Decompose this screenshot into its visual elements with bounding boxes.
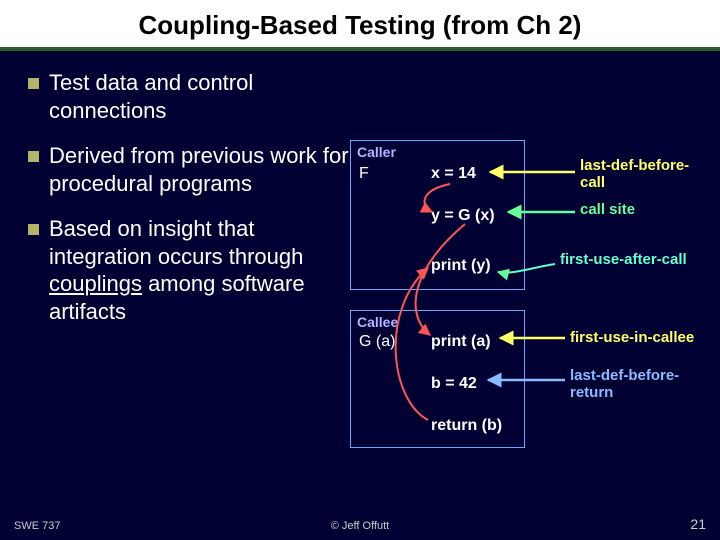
callee-stmt-3: return (b) [431, 417, 502, 435]
callee-stmt-1: print (a) [431, 333, 491, 351]
callee-name: G (a) [359, 333, 395, 351]
bullet-text: Derived from previous work for procedura… [49, 142, 360, 197]
bullet-item: Test data and control connections [28, 69, 360, 124]
annot-last-def-before-call: last-def-before- call [580, 158, 689, 191]
caller-stmt-2: y = G (x) [431, 207, 495, 225]
annot-line: last-def-before- [580, 157, 689, 174]
caller-f: F [359, 165, 369, 183]
caller-label: Caller [357, 144, 396, 160]
coupling-diagram: Caller F x = 14 y = G (x) print (y) Call… [350, 140, 715, 470]
bullet-square-icon [28, 78, 39, 89]
annot-first-use-after-call: first-use-after-call [560, 252, 687, 269]
bullet-square-icon [28, 151, 39, 162]
bullet-text: Test data and control connections [49, 69, 360, 124]
annot-line: last-def-before- [570, 367, 679, 384]
annot-line: call [580, 174, 605, 191]
bullet-item: Derived from previous work for procedura… [28, 142, 360, 197]
callee-label: Callee [357, 314, 398, 330]
callee-box: Callee G (a) print (a) b = 42 return (b) [350, 310, 525, 448]
annot-line: return [570, 384, 613, 401]
bullet-text: Based on insight that integration occurs… [49, 215, 360, 325]
footer-right: 21 [690, 516, 706, 532]
annot-call-site: call site [580, 202, 635, 219]
bullet-underlined: couplings [49, 271, 142, 296]
bullet-pre: Based on insight that integration occurs… [49, 216, 303, 269]
bullet-square-icon [28, 224, 39, 235]
footer-center: © Jeff Offutt [0, 520, 720, 532]
title-bar: Coupling-Based Testing (from Ch 2) [0, 0, 720, 51]
caller-box: Caller F x = 14 y = G (x) print (y) [350, 140, 525, 290]
caller-stmt-1: x = 14 [431, 165, 476, 183]
annot-first-use-in-callee: first-use-in-callee [570, 330, 694, 347]
bullet-item: Based on insight that integration occurs… [28, 215, 360, 325]
caller-stmt-3: print (y) [431, 257, 491, 275]
bullet-list: Test data and control connections Derive… [0, 51, 360, 343]
annot-last-def-before-return: last-def-before- return [570, 368, 679, 401]
page-title: Coupling-Based Testing (from Ch 2) [0, 10, 720, 47]
callee-stmt-2: b = 42 [431, 375, 477, 393]
